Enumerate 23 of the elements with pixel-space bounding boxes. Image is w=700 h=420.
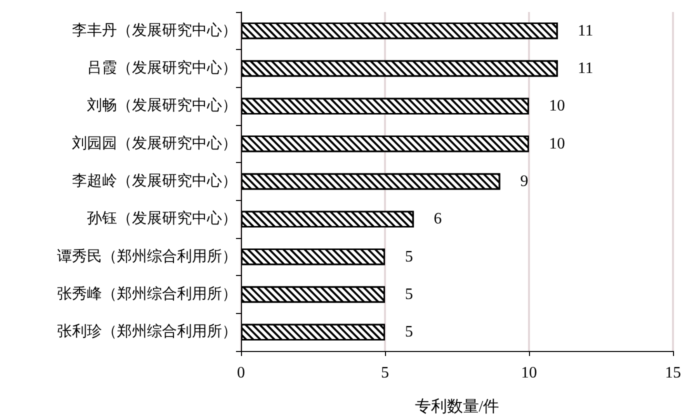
x-tick-label: 15 bbox=[665, 364, 681, 382]
data-label: 5 bbox=[405, 324, 413, 341]
y-tick-label: 张秀峰（郑州综合利用所） bbox=[57, 286, 237, 302]
y-tick-label: 刘畅（发展研究中心） bbox=[87, 97, 237, 114]
data-label: 11 bbox=[578, 22, 594, 40]
data-label: 5 bbox=[405, 286, 413, 303]
y-tick-label: 孙钰（发展研究中心） bbox=[87, 210, 237, 228]
x-tick-label: 5 bbox=[381, 364, 389, 382]
y-tick-label: 谭秀民（郑州综合利用所） bbox=[57, 248, 237, 265]
data-label: 10 bbox=[549, 98, 565, 115]
x-tick-label: 10 bbox=[521, 364, 537, 382]
y-tick-label: 张利珍（郑州综合利用所） bbox=[57, 323, 237, 340]
y-tick-label: 吕霞（发展研究中心） bbox=[87, 60, 237, 76]
data-label: 9 bbox=[520, 173, 528, 190]
data-label: 10 bbox=[549, 135, 565, 152]
y-tick-label: 李丰丹（发展研究中心） bbox=[72, 22, 237, 39]
data-label: 11 bbox=[578, 60, 594, 77]
y-tick-label: 刘园园（发展研究中心） bbox=[72, 134, 237, 152]
x-axis-title: 专利数量/件 bbox=[414, 398, 500, 416]
data-label: 6 bbox=[434, 210, 442, 228]
data-label: 5 bbox=[405, 248, 413, 266]
y-tick-label: 李超岭（发展研究中心） bbox=[72, 172, 237, 190]
x-tick-label: 0 bbox=[237, 364, 245, 382]
